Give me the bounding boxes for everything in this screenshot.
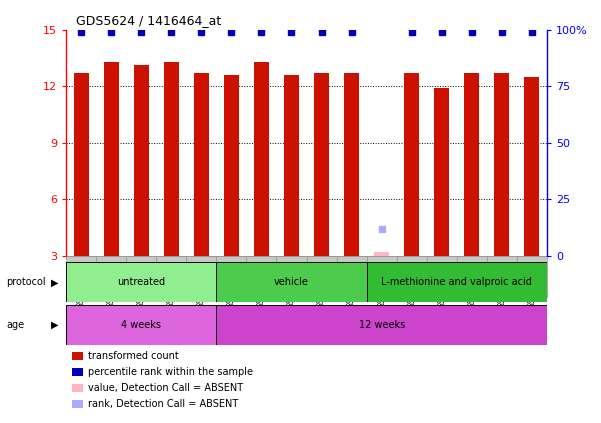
Text: value, Detection Call = ABSENT: value, Detection Call = ABSENT	[88, 383, 243, 393]
Bar	[367, 256, 397, 297]
Bar	[404, 73, 419, 256]
Bar	[133, 66, 148, 256]
Text: GDS5624 / 1416464_at: GDS5624 / 1416464_at	[76, 14, 221, 27]
Bar	[254, 62, 269, 256]
Bar	[374, 252, 389, 256]
Bar	[224, 75, 239, 256]
Bar	[427, 256, 457, 297]
Bar	[344, 73, 359, 256]
Text: 12 weeks: 12 weeks	[359, 320, 404, 330]
Bar	[103, 62, 118, 256]
Bar	[276, 256, 307, 297]
Bar	[494, 73, 509, 256]
Bar	[487, 256, 517, 297]
Bar	[73, 73, 88, 256]
Bar	[156, 256, 186, 297]
Bar	[517, 256, 547, 297]
Text: protocol: protocol	[6, 277, 46, 287]
Bar	[524, 77, 539, 256]
Bar	[66, 262, 216, 302]
Text: ▶: ▶	[51, 277, 58, 287]
Bar	[216, 305, 547, 345]
Bar	[367, 262, 547, 302]
Bar	[397, 256, 427, 297]
Bar	[246, 256, 276, 297]
Text: untreated: untreated	[117, 277, 165, 287]
Bar	[314, 73, 329, 256]
Bar	[434, 88, 449, 256]
Bar	[194, 73, 209, 256]
Bar	[464, 73, 480, 256]
Bar	[307, 256, 337, 297]
Text: percentile rank within the sample: percentile rank within the sample	[88, 367, 253, 377]
Bar	[163, 62, 179, 256]
Text: L-methionine and valproic acid: L-methionine and valproic acid	[381, 277, 532, 287]
Text: 4 weeks: 4 weeks	[121, 320, 161, 330]
Bar	[96, 256, 126, 297]
Text: vehicle: vehicle	[274, 277, 309, 287]
Bar	[186, 256, 216, 297]
Bar	[216, 262, 367, 302]
Bar	[66, 256, 96, 297]
Bar	[126, 256, 156, 297]
Bar	[337, 256, 367, 297]
Text: rank, Detection Call = ABSENT: rank, Detection Call = ABSENT	[88, 399, 238, 409]
Bar	[216, 256, 246, 297]
Bar	[284, 75, 299, 256]
Text: age: age	[6, 320, 24, 330]
Text: transformed count: transformed count	[88, 351, 178, 361]
Bar	[457, 256, 487, 297]
Text: ▶: ▶	[51, 320, 58, 330]
Bar	[66, 305, 216, 345]
